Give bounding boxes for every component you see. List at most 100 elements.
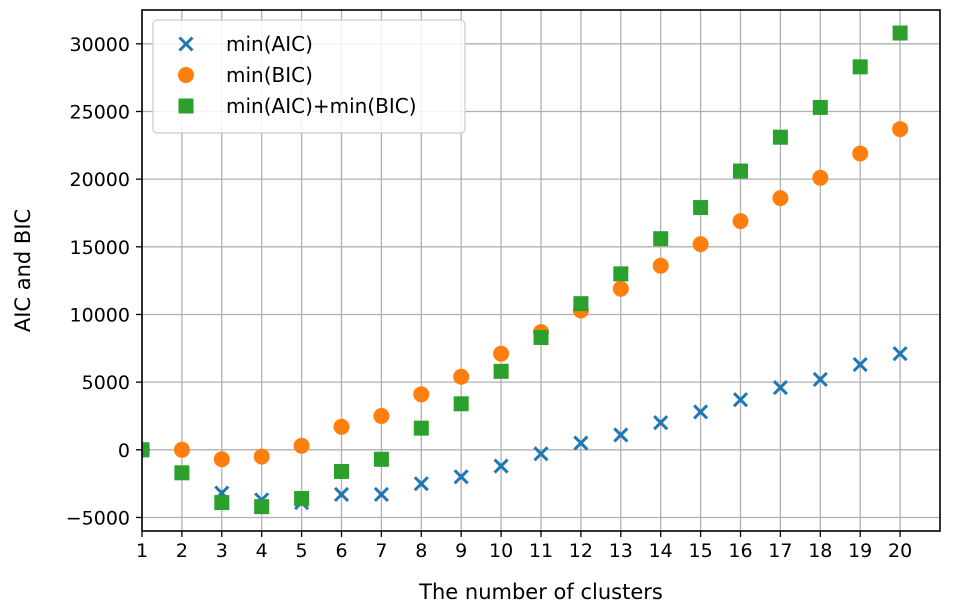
point-x [453,469,469,485]
x-axis-ticks: 1 2 3 4 5 6 7 8 9 10 11 12 13 14 15 16 17 18 19 20 [136,531,912,562]
point-circle [772,190,789,207]
x-tick-label: 17 [768,540,792,562]
point-x [573,435,589,451]
marker-stroke [812,371,828,387]
point-square [493,363,509,379]
point-circle [612,280,629,297]
point-circle [493,345,510,362]
point-circle [892,121,909,138]
x-tick-label: 11 [529,540,553,562]
point-circle [253,448,270,465]
point-square [142,442,150,458]
marker-stroke [333,486,350,503]
marker-stroke [493,458,509,474]
point-x [533,446,549,462]
marker-stroke [573,435,589,451]
marker-stroke [453,469,469,485]
marker-stroke [892,346,908,362]
marker-stroke [693,404,709,420]
point-x [693,404,709,420]
legend-marker-square [178,98,194,114]
legend-item: min(AIC)+min(BIC) [178,94,417,118]
point-square [613,266,629,282]
point-circle [293,437,310,454]
x-tick-label: 8 [415,540,427,562]
x-tick-label: 20 [888,540,912,562]
point-square [254,499,270,515]
y-tick-label: 10000 [70,304,130,326]
y-tick-label: 0 [118,440,130,462]
marker-stroke [653,415,669,431]
point-x [732,392,749,408]
point-square [453,396,469,412]
x-tick-label: 9 [455,540,467,562]
x-tick-label: 7 [375,540,387,562]
y-axis-ticks: −5000 0 5000 10000 15000 20000 25000 30000 [66,34,142,529]
point-circle [732,213,749,230]
point-square [693,200,709,216]
point-square [533,329,549,345]
point-square [373,451,389,467]
legend-box [152,19,466,134]
plot-frame [141,9,941,532]
x-tick-label: 6 [335,540,347,562]
legend-marker-circle [178,67,194,83]
y-tick-label: 30000 [70,34,130,56]
marker-stroke [852,356,868,373]
point-square [812,99,828,115]
x-tick-label: 15 [689,540,713,562]
x-tick-label: 18 [808,540,832,562]
point-square [772,129,788,145]
point-x [493,458,509,474]
point-x [373,486,389,503]
legend-label: min(BIC) [226,63,313,87]
x-tick-label: 14 [649,540,673,562]
x-tick-label: 2 [176,540,188,562]
point-square [413,420,429,436]
series-square [142,25,908,515]
legend: min(AIC) min(BIC) min(AIC)+min(BIC) [152,19,466,134]
point-circle [852,145,869,162]
y-tick-label: 20000 [70,169,130,191]
marker-stroke [613,427,629,443]
marker-stroke [533,446,549,462]
x-tick-label: 10 [489,540,513,562]
point-square [653,231,669,247]
y-tick-label: 15000 [70,237,130,259]
point-x [892,346,908,362]
legend-item: min(AIC) [178,32,313,56]
point-x [772,379,788,396]
x-tick-label: 1 [136,540,148,562]
marker-stroke [732,392,749,408]
point-square [892,25,908,41]
point-x [413,476,429,492]
plot-area [142,25,909,515]
point-circle [173,441,190,458]
point-square [733,163,748,179]
x-axis-label: The number of clusters [418,580,663,604]
point-circle [453,368,470,385]
point-circle [812,169,829,186]
x-tick-label: 19 [848,540,872,562]
x-tick-label: 5 [296,540,308,562]
x-tick-label: 16 [728,540,752,562]
x-tick-label: 13 [609,540,633,562]
point-x [812,371,828,387]
point-circle [213,451,230,468]
point-x [333,486,350,503]
legend-marker-x [178,36,194,52]
x-tick-label: 3 [216,540,228,562]
point-x [852,356,868,373]
x-tick-label: 12 [569,540,593,562]
y-tick-label: 25000 [70,101,130,123]
point-square [294,491,310,507]
point-circle [373,407,390,424]
marker-stroke [178,36,194,52]
point-x [653,415,669,431]
y-tick-label: −5000 [66,507,130,529]
marker-stroke [413,476,429,492]
point-circle [652,257,669,274]
legend-item: min(BIC) [178,63,313,87]
point-square [174,465,190,481]
